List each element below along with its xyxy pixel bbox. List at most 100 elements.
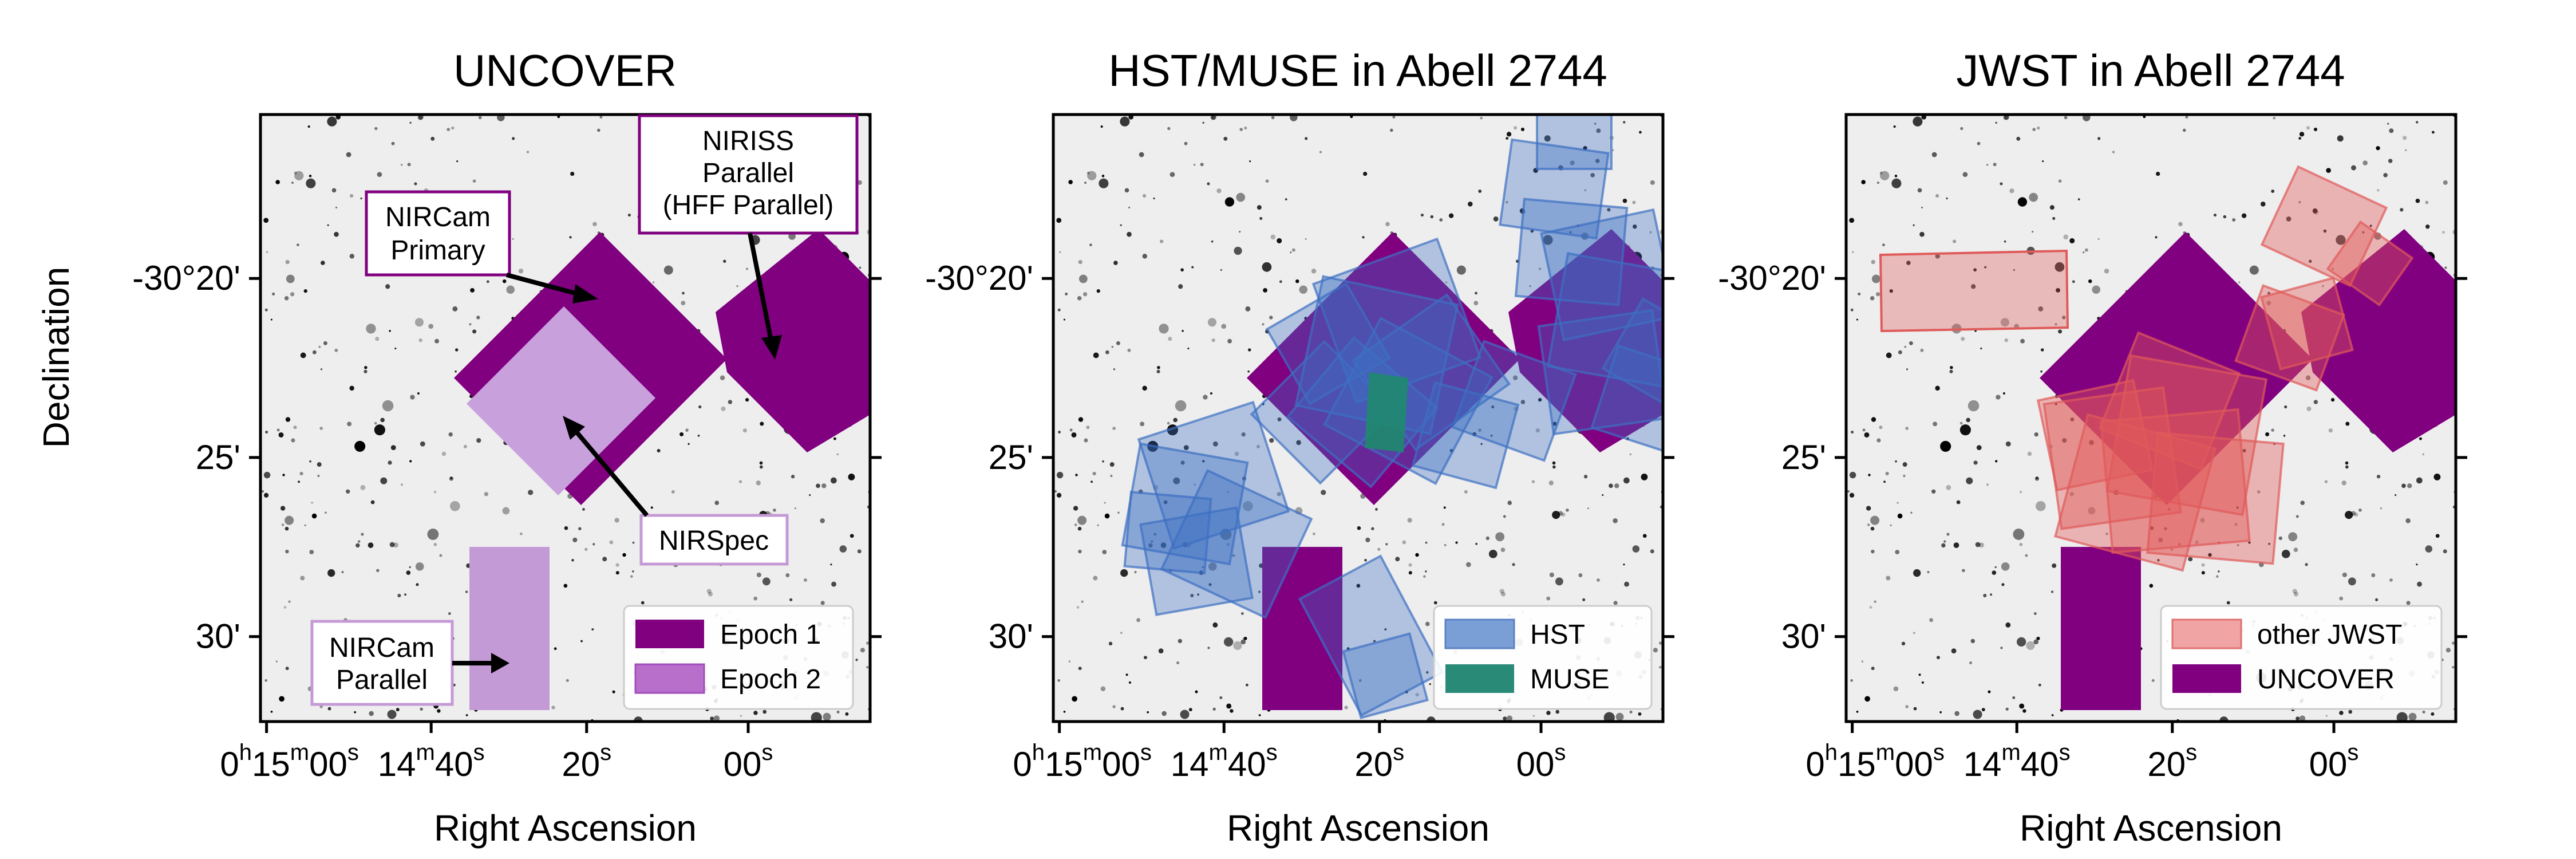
star	[1871, 549, 1875, 554]
star	[791, 475, 795, 479]
star	[2348, 710, 2353, 714]
star	[2371, 573, 2376, 577]
star	[275, 180, 280, 184]
star	[1183, 445, 1189, 451]
star	[760, 421, 764, 426]
star	[1200, 163, 1204, 167]
star	[1870, 515, 1880, 525]
star	[1433, 601, 1437, 605]
star	[2242, 448, 2246, 453]
star	[1207, 318, 1217, 327]
star	[1373, 640, 1376, 643]
star	[1650, 180, 1655, 185]
star	[685, 428, 689, 432]
star	[1299, 285, 1308, 294]
star	[1069, 428, 1073, 432]
star	[584, 547, 588, 551]
star	[2445, 648, 2451, 653]
star	[1953, 239, 1957, 243]
star	[1876, 438, 1881, 443]
star	[2034, 432, 2038, 437]
star	[1430, 215, 1434, 219]
star	[1893, 125, 1896, 128]
star	[848, 473, 855, 480]
star	[2336, 235, 2346, 245]
star	[2185, 116, 2188, 119]
star	[2005, 622, 2011, 628]
star	[866, 665, 869, 669]
annotation-nirspec: NIRSpec	[563, 416, 789, 566]
star	[427, 529, 439, 540]
star	[276, 428, 280, 432]
star	[1543, 235, 1553, 245]
star	[1979, 542, 1984, 548]
star	[416, 583, 419, 586]
star	[1891, 178, 1902, 188]
star	[300, 352, 306, 358]
star	[1230, 709, 1234, 713]
star	[622, 553, 626, 557]
star	[2027, 451, 2032, 456]
star	[830, 477, 837, 484]
star	[1075, 474, 1078, 476]
star	[1513, 126, 1518, 130]
star	[1499, 589, 1504, 594]
star	[1127, 348, 1131, 352]
star	[1429, 683, 1431, 685]
star	[811, 712, 822, 722]
star	[1076, 606, 1080, 609]
star	[2294, 592, 2299, 597]
star	[2296, 515, 2299, 518]
star	[1173, 417, 1178, 423]
star	[2038, 683, 2041, 687]
panel-title: UNCOVER	[453, 45, 677, 96]
star	[1935, 385, 1940, 391]
star	[1549, 572, 1554, 577]
star	[1175, 400, 1187, 412]
star	[857, 180, 862, 185]
star	[866, 641, 870, 645]
axes-decor: 0h15m00s 14m40s 20s 00s -30°20' 25' 30' Right A…	[35, 259, 2467, 849]
star	[1180, 460, 1185, 465]
star	[1849, 471, 1856, 479]
star	[2306, 126, 2310, 130]
star	[439, 554, 442, 557]
star	[1244, 126, 1247, 130]
star	[1102, 460, 1104, 463]
star	[1420, 214, 1424, 217]
legend: Epoch 1 Epoch 2	[623, 605, 854, 710]
star	[1108, 641, 1113, 646]
star	[1950, 366, 1953, 369]
star	[369, 711, 374, 716]
star	[1143, 656, 1147, 660]
star	[1262, 323, 1265, 326]
star	[2425, 200, 2429, 204]
star	[1084, 182, 1086, 184]
star	[1512, 375, 1518, 381]
nirspec-footprint	[467, 306, 655, 495]
star	[2005, 441, 2011, 447]
star	[1507, 501, 1512, 505]
x-tick-label: 14m40s	[378, 740, 485, 783]
star	[2278, 536, 2282, 541]
star	[612, 690, 615, 693]
star	[1464, 490, 1468, 494]
star	[2345, 461, 2349, 465]
star	[1245, 306, 1251, 312]
legend-label: other JWST	[2257, 620, 2402, 650]
star	[364, 369, 368, 373]
star	[2003, 115, 2008, 120]
star	[1226, 542, 1230, 546]
x-tick-label: 14m40s	[1963, 740, 2071, 783]
star	[1223, 637, 1234, 647]
star	[1112, 705, 1116, 708]
star	[360, 197, 362, 200]
star	[1946, 197, 1948, 200]
star	[456, 160, 459, 163]
star	[1408, 571, 1412, 575]
star	[1931, 152, 1937, 157]
star	[2443, 180, 2448, 185]
star	[1290, 115, 1298, 121]
star	[2178, 543, 2181, 546]
uncover-footprint	[2061, 547, 2141, 710]
